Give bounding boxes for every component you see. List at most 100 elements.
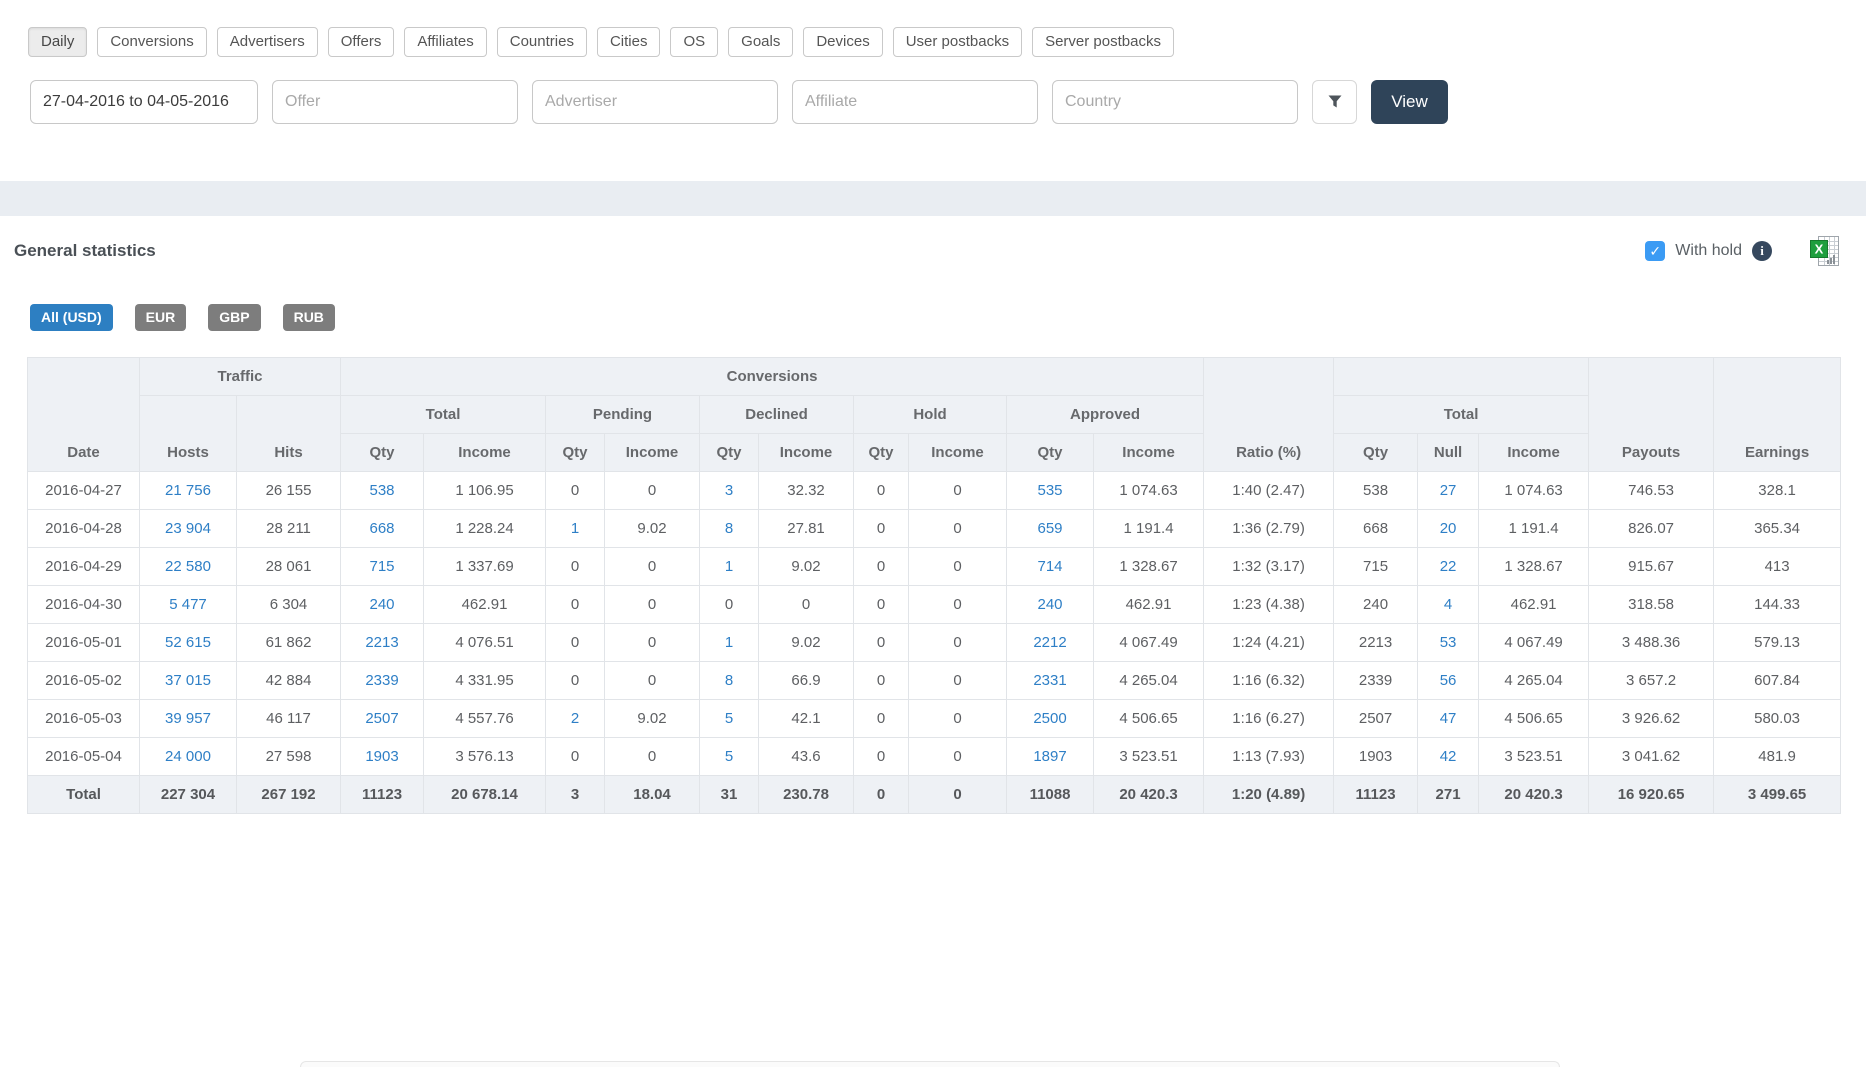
link-qty-declined[interactable]: 5 (724, 748, 734, 765)
cell-income-pending: 0 (604, 623, 701, 662)
svg-text:X: X (1815, 242, 1824, 257)
currency-gbp[interactable]: GBP (208, 304, 261, 331)
link-qty-approved[interactable]: 659 (1037, 520, 1063, 537)
affiliate-input[interactable] (792, 80, 1038, 124)
link-qty-declined[interactable]: 1 (724, 634, 734, 651)
tab-conversions[interactable]: Conversions (97, 27, 207, 57)
tab-cities[interactable]: Cities (596, 27, 661, 57)
link-qty-pending[interactable]: 1 (570, 520, 580, 537)
cell-earnings: 328.1 (1713, 471, 1842, 510)
info-circle-icon[interactable]: i (1752, 241, 1772, 261)
currency-eur[interactable]: EUR (134, 304, 187, 331)
link-qty-approved[interactable]: 714 (1037, 558, 1063, 575)
tab-goals[interactable]: Goals (728, 27, 794, 57)
link-qty-declined[interactable]: 8 (724, 520, 734, 537)
link-null[interactable]: 56 (1439, 672, 1457, 689)
link-null[interactable]: 22 (1439, 558, 1457, 575)
link-qty-total[interactable]: 538 (369, 482, 395, 499)
link-null[interactable]: 53 (1439, 634, 1457, 651)
with-hold-label: With hold (1675, 242, 1742, 259)
link-hosts[interactable]: 22 580 (165, 558, 211, 575)
link-qty-approved[interactable]: 240 (1037, 596, 1063, 613)
cell-hosts: 23 904 (139, 509, 237, 548)
link-hosts[interactable]: 52 615 (165, 634, 211, 651)
cell-qty-hold: 0 (853, 775, 910, 814)
link-hosts[interactable]: 24 000 (165, 748, 211, 765)
link-qty-approved[interactable]: 2212 (1033, 634, 1067, 651)
link-qty-approved[interactable]: 1897 (1033, 748, 1067, 765)
link-qty-declined[interactable]: 1 (724, 558, 734, 575)
currency-rub[interactable]: RUB (282, 304, 335, 331)
cell-qty-declined: 8 (699, 661, 760, 700)
tab-affiliates[interactable]: Affiliates (404, 27, 487, 57)
tab-daily[interactable]: Daily (28, 27, 88, 57)
link-qty-total[interactable]: 2339 (365, 672, 399, 689)
link-qty-declined[interactable]: 8 (724, 672, 734, 689)
cell-qty-sum: 2507 (1333, 699, 1419, 738)
link-hosts[interactable]: 21 756 (165, 482, 211, 499)
tab-offers[interactable]: Offers (327, 27, 395, 57)
col-header-null: Null (1417, 433, 1480, 472)
country-input[interactable] (1052, 80, 1298, 124)
cell-null: 42 (1417, 737, 1480, 776)
link-qty-total[interactable]: 715 (369, 558, 395, 575)
cell-payouts: 3 926.62 (1588, 699, 1715, 738)
link-hosts[interactable]: 5 477 (169, 596, 207, 613)
link-qty-declined[interactable]: 5 (724, 710, 734, 727)
link-null[interactable]: 42 (1439, 748, 1457, 765)
cell-payouts: 16 920.65 (1588, 775, 1715, 814)
link-qty-total[interactable]: 240 (369, 596, 395, 613)
cell-ratio: 1:13 (7.93) (1203, 737, 1335, 776)
with-hold-checkbox[interactable]: ✓ (1645, 241, 1666, 261)
cell-income-pending: 0 (604, 547, 701, 586)
separator-band (0, 181, 1866, 216)
link-null[interactable]: 20 (1439, 520, 1457, 537)
link-qty-total[interactable]: 668 (369, 520, 395, 537)
cell-income-pending: 18.04 (604, 775, 701, 814)
link-qty-total[interactable]: 2213 (365, 634, 399, 651)
cell-qty-total: 538 (340, 471, 425, 510)
cell-income-approved: 1 191.4 (1093, 509, 1205, 548)
tab-server-postbacks[interactable]: Server postbacks (1032, 27, 1174, 57)
cell-hits: 26 155 (235, 471, 342, 510)
link-qty-approved[interactable]: 2500 (1033, 710, 1067, 727)
link-null[interactable]: 27 (1439, 482, 1457, 499)
col-header-qty-approved: Qty (1006, 433, 1095, 472)
tab-advertisers[interactable]: Advertisers (216, 27, 318, 57)
cell-qty-approved: 2212 (1006, 623, 1095, 662)
link-qty-pending[interactable]: 2 (570, 710, 580, 727)
cell-ratio: 1:16 (6.27) (1203, 699, 1335, 738)
cell-income-pending: 9.02 (604, 509, 701, 548)
advertiser-input[interactable] (532, 80, 778, 124)
view-button[interactable]: View (1371, 80, 1448, 124)
currency-all-usd[interactable]: All (USD) (30, 304, 113, 331)
offer-input[interactable] (272, 80, 518, 124)
cell-income-approved: 3 523.51 (1093, 737, 1205, 776)
cell-qty-hold: 0 (853, 547, 910, 586)
link-hosts[interactable]: 23 904 (165, 520, 211, 537)
cell-qty-total: 2339 (340, 661, 425, 700)
cell-income-total: 1 337.69 (423, 547, 547, 586)
group-header-total-spacer (1333, 357, 1590, 396)
filter-toggle-button[interactable] (1312, 80, 1357, 124)
link-qty-approved[interactable]: 2331 (1033, 672, 1067, 689)
link-qty-declined[interactable]: 3 (724, 482, 734, 499)
link-null[interactable]: 4 (1443, 596, 1453, 613)
link-qty-approved[interactable]: 535 (1037, 482, 1063, 499)
cell-hits: 42 884 (235, 661, 342, 700)
cell-income-declined: 42.1 (758, 699, 855, 738)
date-range-input[interactable] (30, 80, 258, 124)
cell-income-sum: 4 067.49 (1478, 623, 1590, 662)
tab-countries[interactable]: Countries (496, 27, 587, 57)
tab-user-postbacks[interactable]: User postbacks (892, 27, 1023, 57)
excel-export-icon[interactable]: X (1810, 235, 1840, 267)
link-hosts[interactable]: 39 957 (165, 710, 211, 727)
link-qty-total[interactable]: 2507 (365, 710, 399, 727)
link-hosts[interactable]: 37 015 (165, 672, 211, 689)
link-qty-total[interactable]: 1903 (365, 748, 399, 765)
link-null[interactable]: 47 (1439, 710, 1457, 727)
cell-qty-pending: 0 (545, 737, 606, 776)
cell-payouts: 3 657.2 (1588, 661, 1715, 700)
tab-os[interactable]: OS (670, 27, 719, 57)
tab-devices[interactable]: Devices (803, 27, 883, 57)
